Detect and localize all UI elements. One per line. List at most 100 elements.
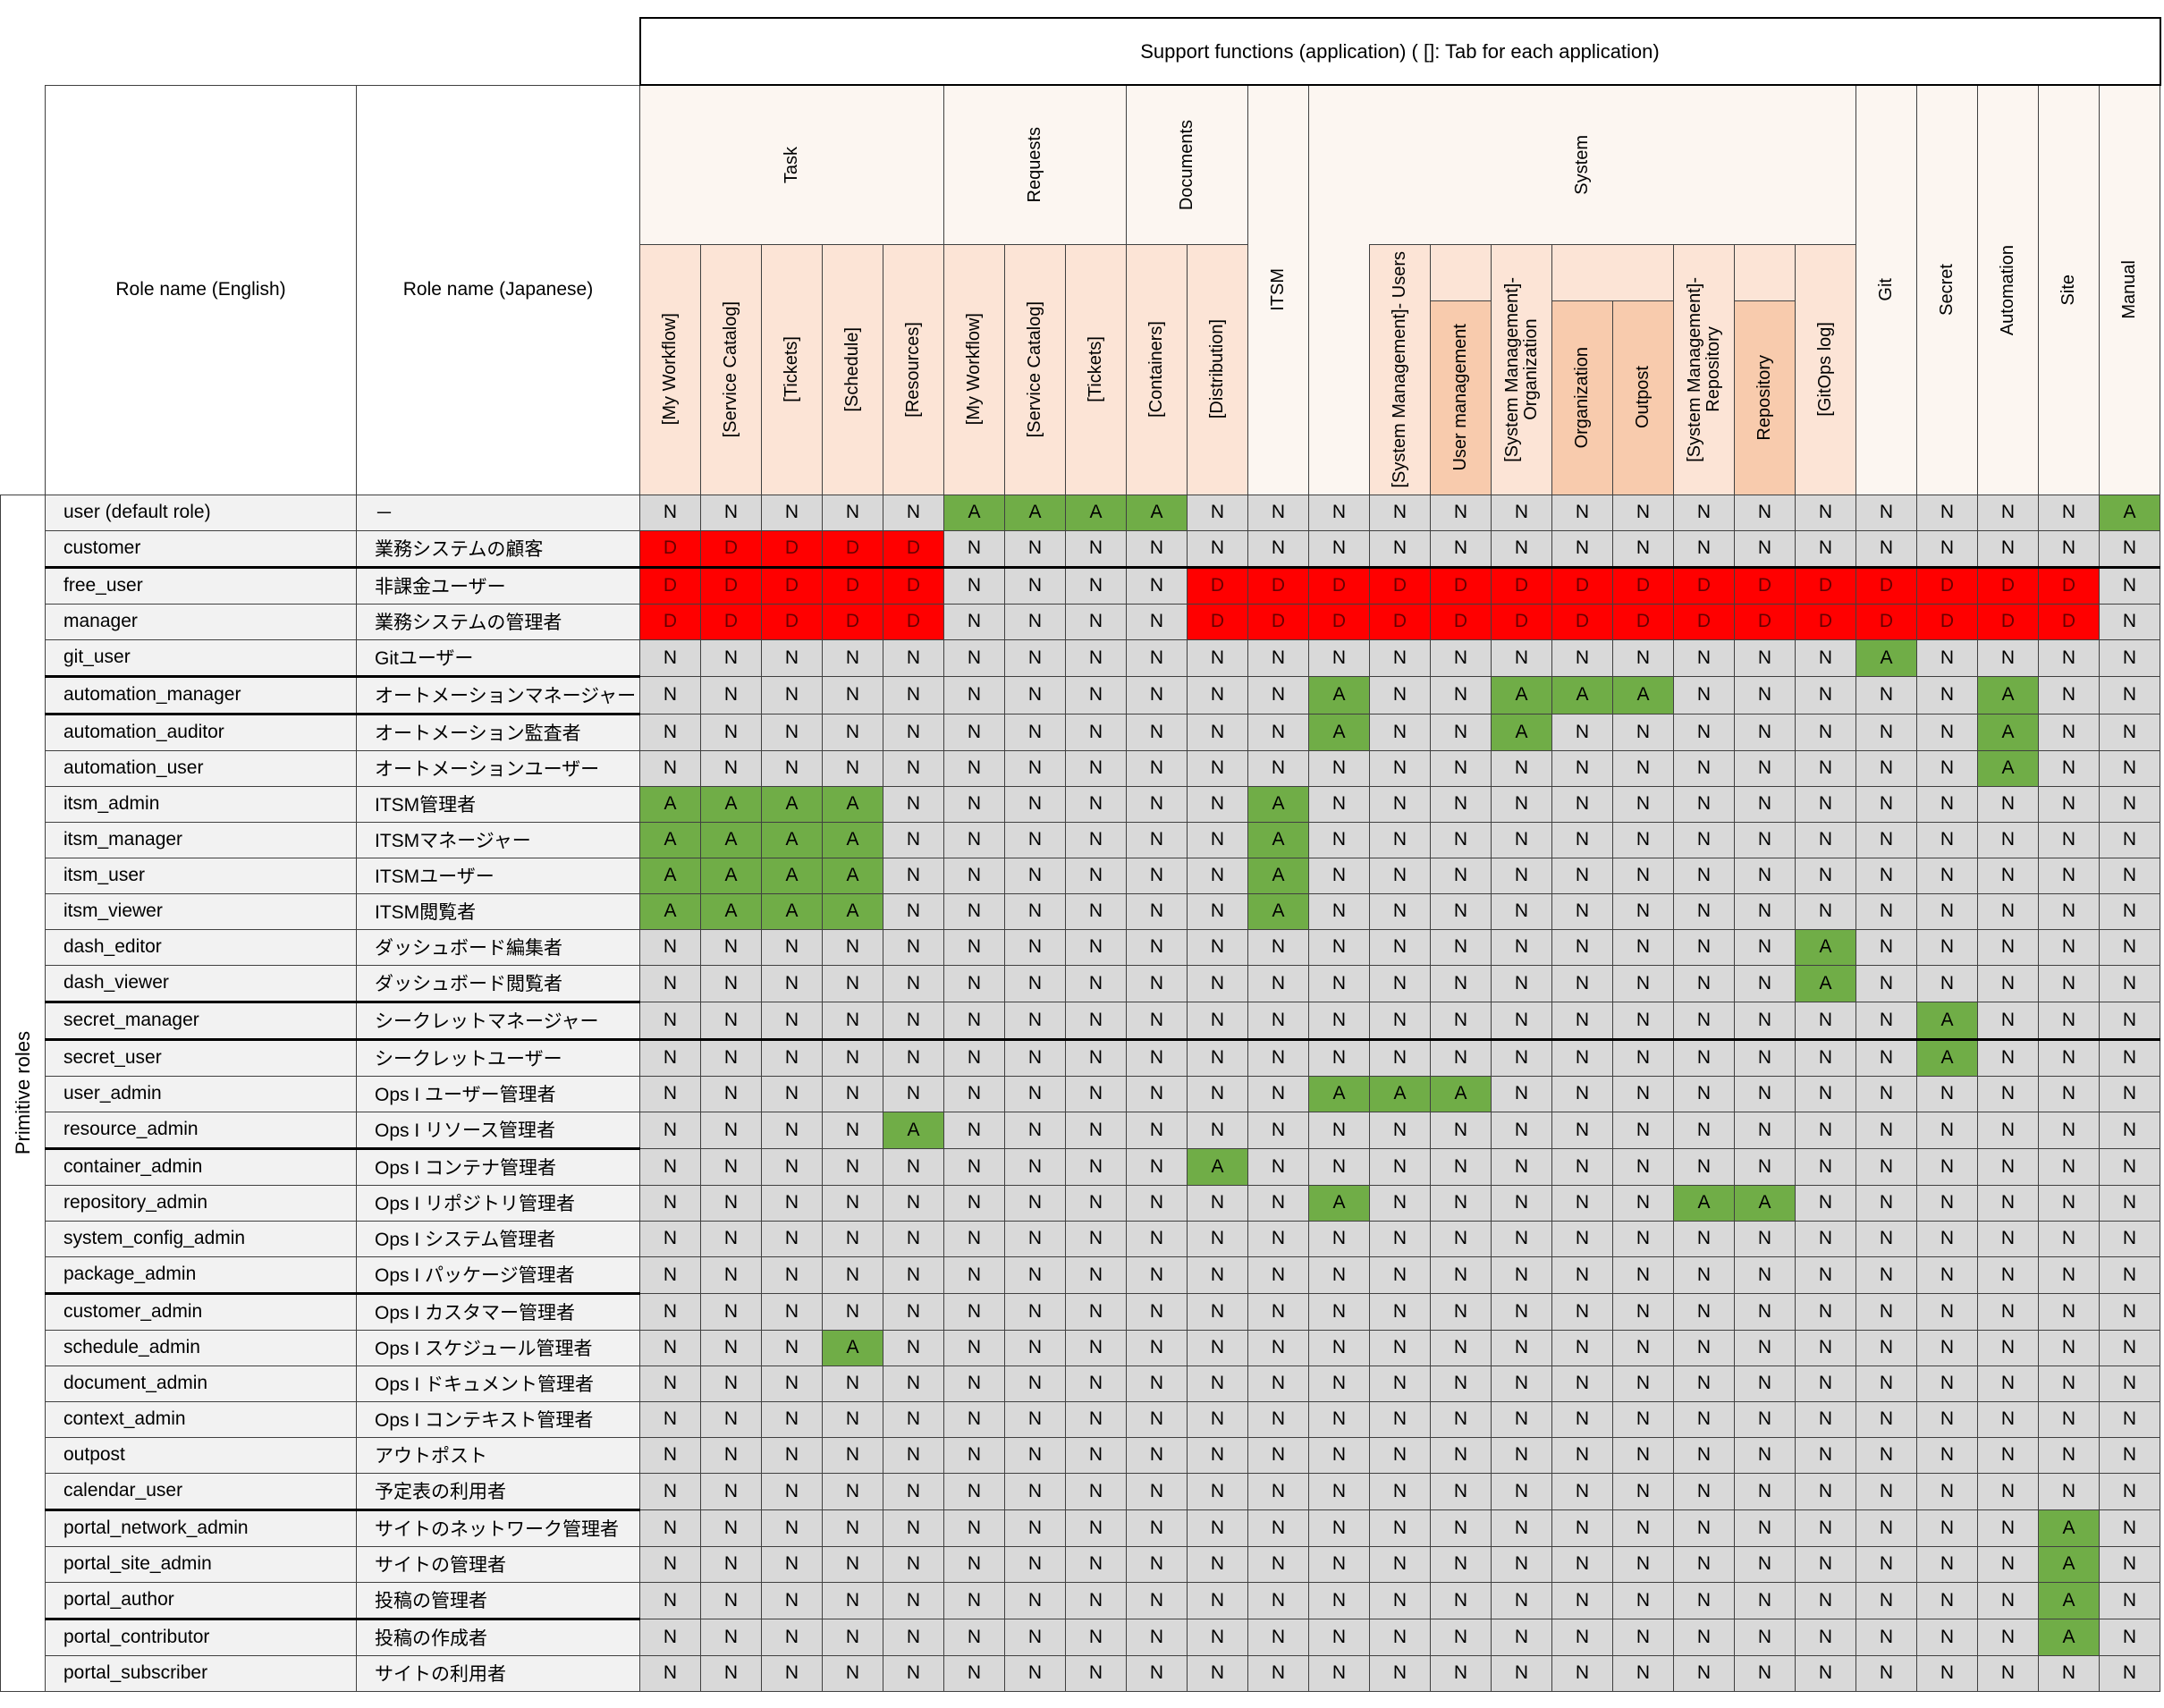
permission-cell: N xyxy=(2038,928,2100,966)
permission-cell: N xyxy=(1855,1001,1917,1041)
permission-cell: N xyxy=(883,638,944,677)
permission-cell: N xyxy=(761,675,823,714)
permission-cell: N xyxy=(1126,1654,1188,1692)
permission-cell: N xyxy=(639,1001,701,1041)
role-permission-matrix: Support functions (application) ( []: Ta… xyxy=(0,17,2161,1692)
permission-cell: N xyxy=(883,1329,944,1366)
table-row: customer_admin Ops I カスタマー管理者 N N N N N N N N N N N N… xyxy=(1,1292,2160,1331)
permission-cell: N xyxy=(1855,1075,1917,1112)
permission-cell: N xyxy=(1430,857,1492,894)
permission-cell: A xyxy=(2038,1545,2100,1583)
permission-cell: D xyxy=(1916,566,1978,605)
permission-cell: N xyxy=(1126,821,1188,858)
permission-cell: N xyxy=(700,1329,762,1366)
permission-cell: N xyxy=(1491,928,1552,966)
role-name-en: customer xyxy=(45,529,357,569)
permission-cell: N xyxy=(761,1256,823,1294)
permission-cell: N xyxy=(883,1509,944,1547)
permission-cell: N xyxy=(943,1472,1005,1510)
permission-cell: A xyxy=(2038,1581,2100,1619)
permission-cell: N xyxy=(1004,821,1066,858)
role-name-ja: Gitユーザー xyxy=(356,638,640,678)
table-row: automation_user オートメーションユーザー N N N N N N N N N N N N N… xyxy=(1,749,2160,787)
permission-cell: N xyxy=(1977,892,2039,930)
permission-cell: N xyxy=(639,1329,701,1366)
permission-cell: N xyxy=(1308,1220,1370,1257)
permission-cell: N xyxy=(2038,1001,2100,1041)
permission-cell: N xyxy=(1977,1472,2039,1510)
permission-cell: N xyxy=(822,1038,883,1077)
permission-cell: N xyxy=(1004,1147,1066,1186)
permission-cell: N xyxy=(1977,1509,2039,1547)
permission-cell: N xyxy=(1369,964,1431,1002)
permission-cell: N xyxy=(1247,1400,1309,1438)
permission-cell: N xyxy=(822,928,883,966)
permission-cell: N xyxy=(700,713,762,751)
permission-cell: N xyxy=(700,1365,762,1402)
permission-cell: N xyxy=(1491,494,1552,531)
permission-cell: N xyxy=(1126,566,1188,605)
permission-cell: N xyxy=(1247,1075,1309,1112)
table-row: portal_author 投稿の管理者 N N N N N N N N N N N N N N N N N N N N N… xyxy=(1,1581,2160,1620)
permission-cell: N xyxy=(943,1184,1005,1222)
permission-cell: N xyxy=(1430,1147,1492,1186)
permission-cell: A xyxy=(1673,1184,1735,1222)
permission-cell: N xyxy=(1795,1075,1856,1112)
permission-cell: N xyxy=(883,749,944,787)
permission-cell: N xyxy=(1916,675,1978,714)
permission-cell: N xyxy=(1795,494,1856,531)
table-row: itsm_viewer ITSM閲覧者 A A A A N N N N N N A N N N N N N N N N N N… xyxy=(1,892,2160,930)
permission-cell: N xyxy=(1126,1075,1188,1112)
permission-cell: N xyxy=(1673,1292,1735,1331)
permission-cell: N xyxy=(1977,1400,2039,1438)
permission-cell: N xyxy=(1916,638,1978,677)
permission-cell: N xyxy=(1491,1184,1552,1222)
permission-cell: N xyxy=(1247,1111,1309,1149)
permission-cell: N xyxy=(2038,1184,2100,1222)
permission-cell: N xyxy=(1673,1329,1735,1366)
permission-cell: N xyxy=(822,1075,883,1112)
permission-cell: N xyxy=(1855,892,1917,930)
col-user-management-top xyxy=(1430,243,1492,301)
permission-cell: D xyxy=(1734,566,1796,605)
permission-cell: N xyxy=(1369,1365,1431,1402)
permission-cell: N xyxy=(700,1581,762,1619)
permission-cell: N xyxy=(1916,713,1978,751)
permission-cell: N xyxy=(1187,638,1248,677)
permission-cell: N xyxy=(2099,675,2160,714)
permission-cell: N xyxy=(1734,1509,1796,1547)
permission-cell: A xyxy=(822,1329,883,1366)
table-row: Primitive roles user (default role) － N N N N N… xyxy=(0,494,2160,1692)
table-row: dash_viewer ダッシュボード閲覧者 N N N N N N N N N N N N N N N N N N N… xyxy=(1,964,2160,1003)
permission-cell: N xyxy=(1734,928,1796,966)
table-row: context_admin Ops I コンテキスト管理者 N N N N N N N N N N N N… xyxy=(1,1400,2160,1438)
role-name-ja: Ops I リソース管理者 xyxy=(356,1111,640,1150)
permission-cell: N xyxy=(700,1220,762,1257)
permission-cell: N xyxy=(1187,1220,1248,1257)
permission-cell: N xyxy=(1004,1220,1066,1257)
group-system: System xyxy=(1308,84,1856,244)
permission-cell: N xyxy=(1734,857,1796,894)
permission-cell: N xyxy=(1855,857,1917,894)
table-row: repository_admin Ops I リポジトリ管理者 N N N N N N N N N N… xyxy=(1,1184,2160,1222)
permission-cell: N xyxy=(883,1581,944,1619)
permission-cell: N xyxy=(1491,1001,1552,1041)
permission-cell: N xyxy=(2038,785,2100,823)
permission-cell: N xyxy=(1491,1509,1552,1547)
role-name-en: git_user xyxy=(45,638,357,678)
permission-cell: N xyxy=(1795,892,1856,930)
col-doc-containers: [Containers] xyxy=(1126,243,1188,495)
permission-cell: N xyxy=(1430,1292,1492,1331)
permission-cell: N xyxy=(1673,675,1735,714)
permission-cell: N xyxy=(2099,785,2160,823)
permission-cell: D xyxy=(1369,566,1431,605)
permission-cell: N xyxy=(943,1365,1005,1402)
permission-cell: N xyxy=(1612,785,1674,823)
permission-cell: N xyxy=(1916,1111,1978,1149)
permission-cell: N xyxy=(2099,1365,2160,1402)
col-task-my-workflow: [My Workflow] xyxy=(639,243,701,495)
permission-cell: D xyxy=(1795,566,1856,605)
permission-cell: N xyxy=(1612,1581,1674,1619)
permission-cell: N xyxy=(1004,892,1066,930)
permission-cell: A xyxy=(1187,1147,1248,1186)
